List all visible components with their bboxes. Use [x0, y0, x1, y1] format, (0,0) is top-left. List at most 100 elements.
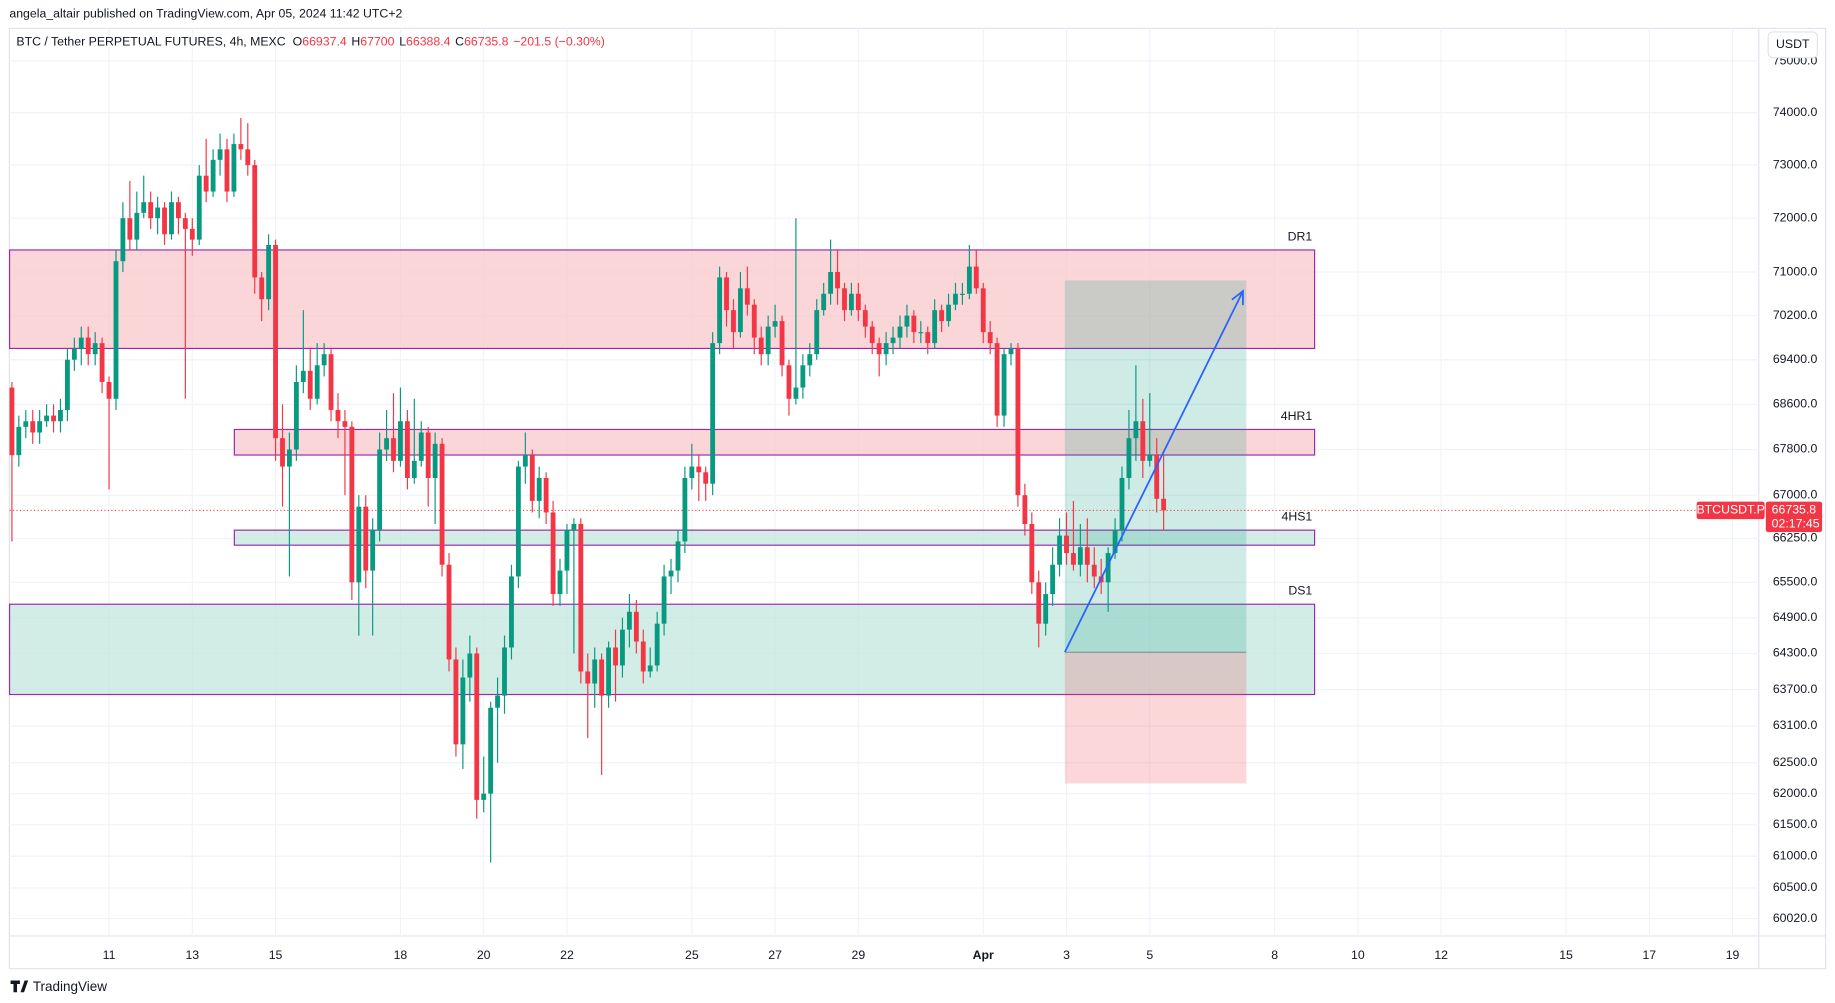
x-tick-label: 29 — [852, 948, 866, 962]
x-tick-label: 5 — [1146, 948, 1153, 962]
candle-body — [1015, 348, 1021, 496]
candle-body — [92, 343, 98, 355]
candle-body — [273, 245, 278, 439]
y-tick-label: 64900.0 — [1773, 610, 1818, 624]
candle-body — [848, 293, 854, 311]
candle-body — [1140, 421, 1146, 461]
candle-body — [543, 477, 549, 513]
published-line: angela_altair published on TradingView.c… — [9, 7, 402, 21]
candle-body — [862, 310, 868, 327]
candle-body — [474, 653, 480, 800]
currency-button[interactable] — [1767, 31, 1818, 59]
candle-body — [286, 449, 292, 467]
candle-body — [835, 272, 840, 289]
candle-body — [932, 310, 938, 344]
zone — [8, 249, 1316, 350]
candle-body — [1029, 524, 1035, 583]
y-tick-label: 73000.0 — [1773, 157, 1818, 171]
candle-body — [966, 266, 972, 294]
candle-body — [280, 438, 285, 467]
legend-title: BTC / Tether PERPETUAL FUTURES, 4h, MEXC — [16, 35, 285, 49]
candle-body — [335, 409, 341, 422]
candle-body — [1105, 553, 1111, 583]
y-tick-label: 61000.0 — [1773, 848, 1818, 862]
candle-body — [23, 421, 29, 427]
price-tag-bg — [1765, 501, 1823, 533]
symbol-tag-bg — [1696, 501, 1765, 520]
overlays: BTCUSDT.P 66735.802:17:45 — [1064, 289, 1823, 653]
candle-body — [1050, 564, 1056, 595]
y-tick-label: 62000.0 — [1773, 786, 1818, 800]
candle-body — [814, 310, 820, 355]
candle-body — [349, 426, 355, 583]
candle-body — [37, 421, 43, 433]
candle-body — [738, 288, 743, 333]
candle-body — [883, 343, 889, 355]
candle-body — [987, 332, 993, 344]
x-tick-label: 20 — [477, 948, 491, 962]
zone-label: 4HS1 — [1281, 509, 1312, 523]
candle-body — [1001, 354, 1007, 416]
y-tick-label: 66250.0 — [1773, 531, 1818, 545]
candle-body — [946, 304, 951, 322]
zone-label: DR1 — [1288, 229, 1313, 243]
candle-body — [779, 321, 785, 366]
candle-body — [439, 443, 445, 565]
candle-body — [876, 343, 882, 355]
legend: BTC / Tether PERPETUAL FUTURES, 4h, MEXC… — [16, 35, 604, 49]
candle-body — [404, 421, 410, 478]
y-tick-label: 62500.0 — [1773, 755, 1818, 769]
candle-body — [689, 466, 695, 478]
candle-body — [328, 354, 334, 410]
candle-body — [592, 659, 598, 684]
candle-body — [821, 293, 827, 311]
candle-body — [113, 261, 119, 399]
legend-low: 66388.4 — [406, 35, 451, 49]
candle-body — [391, 438, 396, 461]
candle-body — [953, 293, 958, 305]
candle-body — [363, 506, 369, 571]
candle-body — [828, 272, 834, 294]
candle-body — [141, 202, 147, 213]
candle-body — [1091, 564, 1097, 577]
candle-body — [224, 149, 230, 192]
candle-body — [342, 421, 348, 427]
candle-body — [904, 315, 910, 327]
candle-body — [925, 332, 931, 344]
candle-body — [176, 202, 181, 219]
candle-body — [654, 623, 660, 666]
chart-frame — [8, 27, 1827, 970]
candle-body — [613, 647, 618, 666]
candle-body — [106, 381, 112, 399]
tradingview-logo: TradingView — [10, 979, 107, 994]
candle-body — [64, 359, 70, 410]
x-tick-label: 8 — [1271, 948, 1278, 962]
x-tick-label: 15 — [1559, 948, 1573, 962]
candle-body — [210, 159, 216, 192]
candle-body — [85, 337, 91, 355]
candle-body — [1084, 547, 1090, 565]
y-tick-label: 64300.0 — [1773, 646, 1818, 660]
candle-body — [377, 449, 383, 530]
candle-body — [78, 337, 84, 349]
candle-body — [682, 477, 688, 542]
candle-body — [578, 524, 584, 672]
y-tick-label: 67800.0 — [1773, 442, 1818, 456]
candle-body — [918, 332, 924, 334]
candle-body — [1147, 455, 1153, 461]
candle-body — [1043, 594, 1049, 624]
candle-body — [370, 529, 376, 571]
candle-body — [453, 659, 459, 745]
candle-body — [488, 707, 494, 794]
candle-body — [467, 653, 473, 678]
x-tick-label: 25 — [685, 948, 699, 962]
candle-body — [127, 218, 133, 240]
candle-body — [384, 438, 389, 450]
candle-body — [189, 228, 195, 240]
x-tick-label: 27 — [768, 948, 782, 962]
candle-body — [793, 387, 799, 399]
candle-body — [293, 381, 299, 450]
candle-body — [855, 293, 861, 311]
candle-body — [973, 266, 979, 289]
